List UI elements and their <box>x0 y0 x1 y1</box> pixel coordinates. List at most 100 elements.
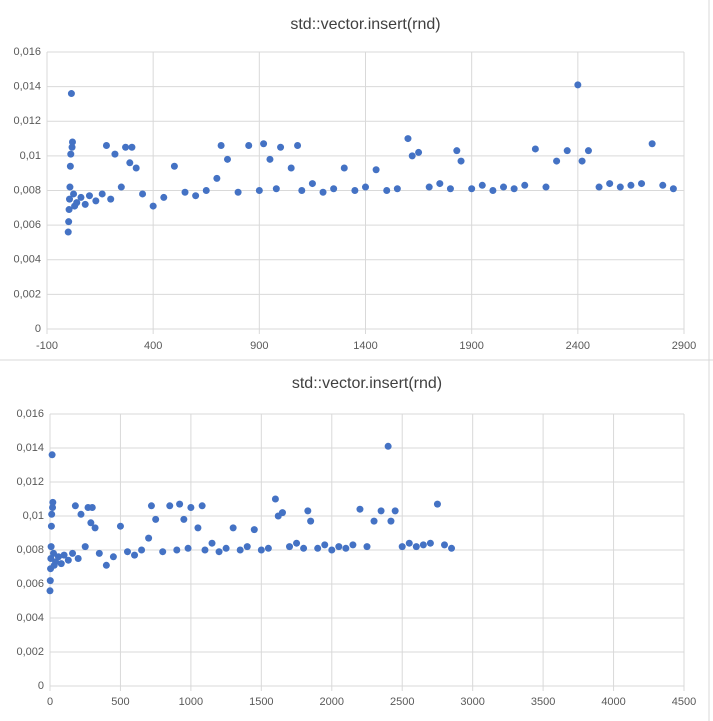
data-point <box>64 228 72 236</box>
y-tick-label: 0,01 <box>20 150 41 162</box>
data-point <box>48 451 56 459</box>
data-point <box>415 148 423 156</box>
data-point <box>384 442 392 450</box>
data-point <box>139 190 147 198</box>
data-point <box>372 166 380 174</box>
data-point <box>201 546 209 554</box>
data-point <box>123 548 131 556</box>
data-point <box>342 544 350 552</box>
y-tick-label: 0,012 <box>16 476 44 488</box>
x-tick-label: 3500 <box>531 696 555 708</box>
data-point <box>111 150 119 158</box>
data-point <box>250 526 258 534</box>
data-point <box>308 180 316 188</box>
y-tick-label: 0,016 <box>16 408 44 420</box>
y-tick-label: 0,002 <box>16 646 44 658</box>
data-point <box>319 188 327 196</box>
data-point <box>383 187 391 194</box>
data-point <box>287 164 295 172</box>
data-point <box>49 498 57 506</box>
data-point <box>87 519 95 527</box>
data-point <box>147 502 155 510</box>
data-point <box>542 183 550 191</box>
x-tick-label: 1400 <box>353 340 377 352</box>
data-point <box>595 183 603 191</box>
data-point <box>300 544 308 552</box>
data-point <box>77 510 85 518</box>
x-tick-label: 4000 <box>601 696 625 708</box>
data-point <box>132 164 140 172</box>
data-point <box>669 185 677 193</box>
data-point <box>500 183 508 191</box>
y-tick-label: 0,004 <box>13 254 41 266</box>
data-point <box>215 548 223 556</box>
data-point <box>65 206 73 214</box>
data-point <box>46 577 54 585</box>
data-point <box>49 504 57 511</box>
data-point <box>321 541 329 549</box>
y-tick-label: 0,002 <box>13 288 41 300</box>
data-point <box>70 190 78 198</box>
data-point <box>659 181 667 189</box>
y-tick-label: 0,008 <box>13 184 41 196</box>
data-point <box>66 183 74 191</box>
data-point <box>453 147 461 155</box>
data-point <box>213 174 221 182</box>
data-point <box>48 510 56 518</box>
data-point <box>314 544 322 552</box>
chart-title: std::vector.insert(rnd) <box>290 16 440 33</box>
data-point <box>272 185 280 193</box>
data-point <box>160 193 168 201</box>
data-point <box>412 543 420 551</box>
data-point <box>294 141 302 149</box>
data-point <box>152 515 160 523</box>
data-point <box>194 524 202 532</box>
data-point <box>356 505 364 513</box>
x-tick-label: 3000 <box>460 696 484 708</box>
data-point <box>192 192 200 200</box>
data-point <box>398 543 406 551</box>
data-point <box>208 539 216 547</box>
data-point <box>102 141 110 149</box>
data-point <box>67 90 75 98</box>
chart-title: std::vector.insert(rnd) <box>292 375 442 392</box>
data-point <box>68 138 76 146</box>
data-point <box>66 195 74 203</box>
data-point <box>433 500 441 508</box>
x-tick-label: 2500 <box>390 696 414 708</box>
data-point <box>257 546 265 554</box>
data-point <box>52 558 60 566</box>
data-point <box>510 185 518 193</box>
data-point <box>448 544 456 552</box>
data-point <box>243 543 251 551</box>
data-point <box>180 515 188 523</box>
data-point <box>187 504 195 511</box>
data-point <box>71 502 79 510</box>
data-point <box>126 159 134 167</box>
data-point <box>616 183 624 191</box>
data-point <box>363 543 371 551</box>
data-point <box>138 546 146 554</box>
data-point <box>260 140 268 148</box>
data-point <box>73 199 81 207</box>
data-point <box>181 188 189 196</box>
data-point <box>351 187 359 194</box>
data-point <box>95 549 103 557</box>
data-point <box>362 183 369 191</box>
data-point <box>521 181 529 189</box>
x-tick-label: -100 <box>36 340 58 352</box>
data-point <box>426 539 434 547</box>
data-point <box>54 553 62 561</box>
data-point <box>393 185 401 193</box>
data-point <box>64 556 72 564</box>
x-tick-label: 900 <box>250 340 268 352</box>
data-point <box>159 548 167 556</box>
data-point <box>425 183 433 191</box>
data-point <box>574 81 582 89</box>
data-point <box>264 544 272 552</box>
x-tick-label: 500 <box>111 696 129 708</box>
y-tick-label: 0,004 <box>16 612 44 624</box>
x-tick-label: 2900 <box>672 340 696 352</box>
x-tick-label: 400 <box>144 340 162 352</box>
data-point <box>66 162 74 170</box>
